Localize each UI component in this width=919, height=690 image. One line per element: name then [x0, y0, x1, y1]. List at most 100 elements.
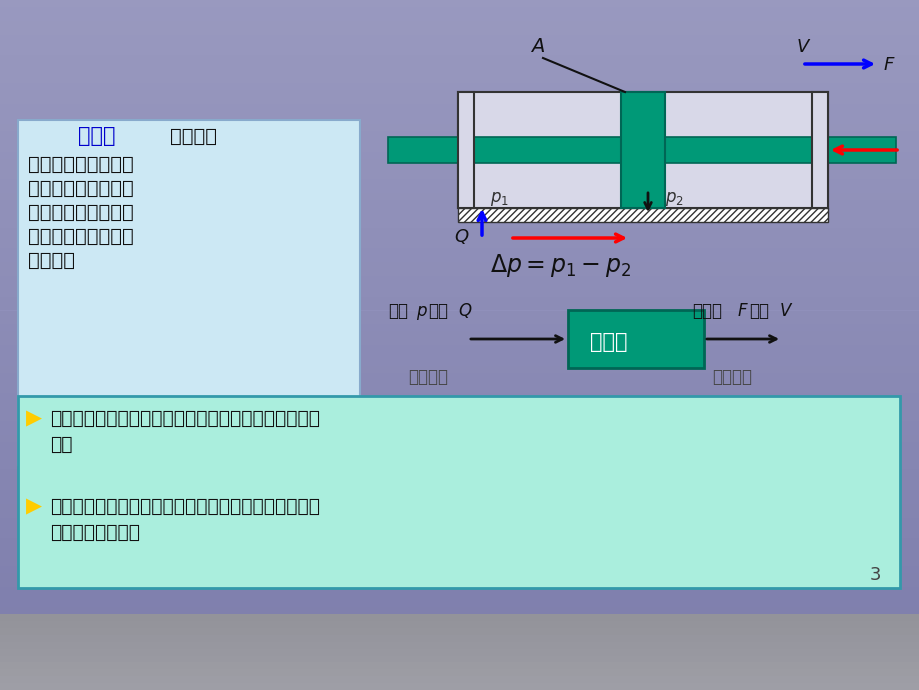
Bar	[0, 600, 919, 607]
Bar	[0, 338, 919, 345]
Bar	[0, 352, 919, 359]
Bar	[0, 442, 919, 448]
Text: 简单，工作可靠，应: 简单，工作可靠，应	[28, 227, 133, 246]
Text: 液压缸和液压马达都是液压执行元件，其职能是将液压: 液压缸和液压马达都是液压执行元件，其职能是将液压	[50, 497, 320, 516]
Bar	[0, 21, 919, 28]
Bar	[0, 269, 919, 276]
Text: 压力: 压力	[388, 302, 407, 320]
Bar	[0, 428, 919, 435]
Bar	[0, 228, 919, 235]
Text: $p$: $p$	[415, 304, 427, 322]
Bar	[0, 518, 919, 524]
Bar	[0, 76, 919, 83]
Bar	[0, 366, 919, 373]
Bar	[0, 462, 919, 469]
Bar	[0, 559, 919, 566]
Text: $p_1$: $p_1$	[490, 190, 508, 208]
Bar	[0, 580, 919, 586]
Bar	[0, 621, 919, 628]
Bar	[0, 455, 919, 462]
Bar	[0, 0, 919, 7]
Text: 以实现摆动，其结构: 以实现摆动，其结构	[28, 203, 133, 222]
Bar	[0, 304, 919, 310]
Bar	[0, 276, 919, 283]
Text: $\Delta p = p_1 - p_2$: $\Delta p = p_1 - p_2$	[490, 252, 630, 279]
Text: $Q$: $Q$	[453, 227, 469, 246]
Bar	[0, 642, 919, 649]
Bar	[0, 359, 919, 366]
Bar	[0, 662, 919, 669]
Bar	[0, 235, 919, 242]
Bar	[811, 92, 827, 208]
Bar	[0, 538, 919, 545]
Bar	[0, 628, 919, 635]
Bar	[0, 545, 919, 552]
Bar	[0, 448, 919, 455]
Bar	[0, 552, 919, 559]
Bar	[0, 407, 919, 414]
Text: 主要用于实现机构的: 主要用于实现机构的	[28, 155, 133, 174]
Bar	[0, 656, 919, 662]
Bar	[0, 649, 919, 655]
Bar	[0, 62, 919, 69]
Text: $Q$: $Q$	[458, 301, 472, 320]
Bar	[458, 208, 827, 222]
Text: 能转换为机械能。: 能转换为机械能。	[50, 523, 140, 542]
Text: $F$: $F$	[736, 302, 748, 320]
Bar	[0, 586, 919, 593]
Text: $A$: $A$	[529, 37, 544, 56]
Bar	[0, 48, 919, 55]
Bar	[0, 138, 919, 145]
Bar	[0, 41, 919, 48]
Bar	[0, 683, 919, 690]
Bar	[0, 469, 919, 476]
Bar	[458, 92, 827, 208]
Bar	[0, 676, 919, 683]
Bar	[0, 380, 919, 386]
Bar	[0, 14, 919, 21]
Bar	[0, 28, 919, 34]
Text: 液压缸: 液压缸	[78, 126, 116, 146]
Text: $V$: $V$	[778, 302, 792, 320]
Bar	[0, 669, 919, 676]
Bar	[0, 476, 919, 483]
Bar	[0, 524, 919, 531]
Bar	[0, 435, 919, 442]
Bar	[0, 331, 919, 338]
Bar	[0, 110, 919, 117]
Bar	[567, 310, 703, 368]
Bar	[0, 83, 919, 90]
Bar	[0, 573, 919, 580]
Bar	[0, 221, 919, 228]
Bar	[0, 179, 919, 186]
Bar	[0, 414, 919, 421]
Bar	[0, 511, 919, 518]
Bar	[0, 55, 919, 62]
Bar	[0, 159, 919, 166]
Bar	[0, 421, 919, 428]
Bar	[0, 241, 919, 248]
Text: 速度: 速度	[748, 302, 768, 320]
Bar	[0, 200, 919, 207]
Bar	[18, 120, 359, 465]
Bar	[0, 483, 919, 490]
Bar	[0, 290, 919, 297]
Bar	[0, 497, 919, 504]
Bar	[0, 34, 919, 41]
Text: $V$: $V$	[795, 38, 811, 56]
Bar	[18, 396, 899, 588]
Bar	[0, 255, 919, 262]
Bar	[0, 152, 919, 159]
Text: $p_2$: $p_2$	[664, 190, 683, 208]
Bar	[0, 7, 919, 14]
Text: 液压缸: 液压缸	[589, 332, 627, 352]
Bar	[0, 317, 919, 324]
Bar	[0, 207, 919, 214]
Bar	[0, 297, 919, 304]
Bar	[0, 214, 919, 221]
Bar	[620, 92, 664, 208]
Bar	[0, 117, 919, 124]
Bar	[0, 90, 919, 97]
Bar	[0, 593, 919, 600]
Text: 3: 3	[869, 566, 880, 584]
